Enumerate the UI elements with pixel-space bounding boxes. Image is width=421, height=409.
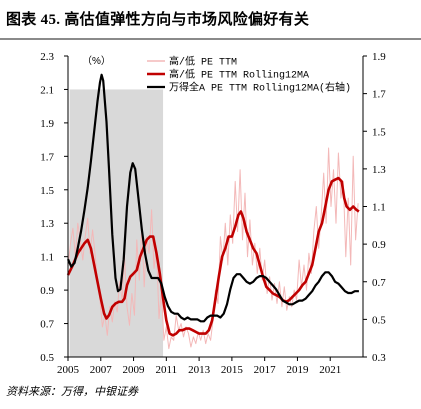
left-tick-label: 1.5 xyxy=(40,185,54,197)
x-tick-label: 2009 xyxy=(123,364,146,376)
left-tick-label: 0.5 xyxy=(40,352,54,364)
shaded-region xyxy=(69,89,164,357)
x-tick-label: 2005 xyxy=(57,364,80,376)
x-tick-label: 2021 xyxy=(319,364,341,376)
series-line-3 xyxy=(66,73,359,323)
figure-title: 图表 45. 高估值弹性方向与市场风险偏好有关 xyxy=(6,12,310,28)
legend-label-1: 高/低 PE TTM xyxy=(169,55,237,69)
x-tick-label: 2007 xyxy=(90,364,113,376)
x-tick-label: 2019 xyxy=(286,364,309,376)
left-tick-label: 1.7 xyxy=(40,151,54,163)
title-rule xyxy=(0,38,421,40)
right-tick-label: 0.5 xyxy=(372,314,386,326)
unit-label: （%） xyxy=(82,55,111,67)
ticks-layer: 0.5 0.7 0.9 1.1 1.3 1.5 1.7 1.9 2.1 2.3 0.3 0.5 0.7 0… xyxy=(40,51,386,376)
source-note: 资料来源：万得，中银证券 xyxy=(6,386,138,398)
series-layer xyxy=(66,73,360,350)
left-tick-label: 2.3 xyxy=(40,51,54,63)
right-tick-label: 1.9 xyxy=(372,51,386,63)
series-line-2 xyxy=(66,176,360,337)
right-tick-label: 1.1 xyxy=(372,202,386,214)
right-tick-label: 1.7 xyxy=(372,89,386,101)
right-tick-label: 0.9 xyxy=(372,239,386,251)
left-tick-label: 1.1 xyxy=(40,252,54,264)
legend-label-3: 万得全A PE TTM Rolling12MA(右轴) xyxy=(169,81,351,95)
right-tick-label: 1.3 xyxy=(372,164,386,176)
x-tick-label: 2011 xyxy=(156,364,178,376)
x-tick-label: 2015 xyxy=(221,364,244,376)
right-tick-label: 0.7 xyxy=(372,277,386,289)
left-tick-label: 1.9 xyxy=(40,118,54,130)
left-tick-label: 0.9 xyxy=(40,285,54,297)
x-tick-label: 2017 xyxy=(254,364,277,376)
right-tick-label: 0.3 xyxy=(372,352,386,364)
left-tick-label: 2.1 xyxy=(40,84,54,96)
x-tick-label: 2013 xyxy=(188,364,211,376)
legend-label-2: 高/低 PE TTM Rolling12MA xyxy=(169,68,309,82)
left-tick-label: 0.7 xyxy=(40,319,54,331)
left-tick-label: 1.3 xyxy=(40,218,54,230)
right-tick-label: 1.5 xyxy=(372,126,386,138)
